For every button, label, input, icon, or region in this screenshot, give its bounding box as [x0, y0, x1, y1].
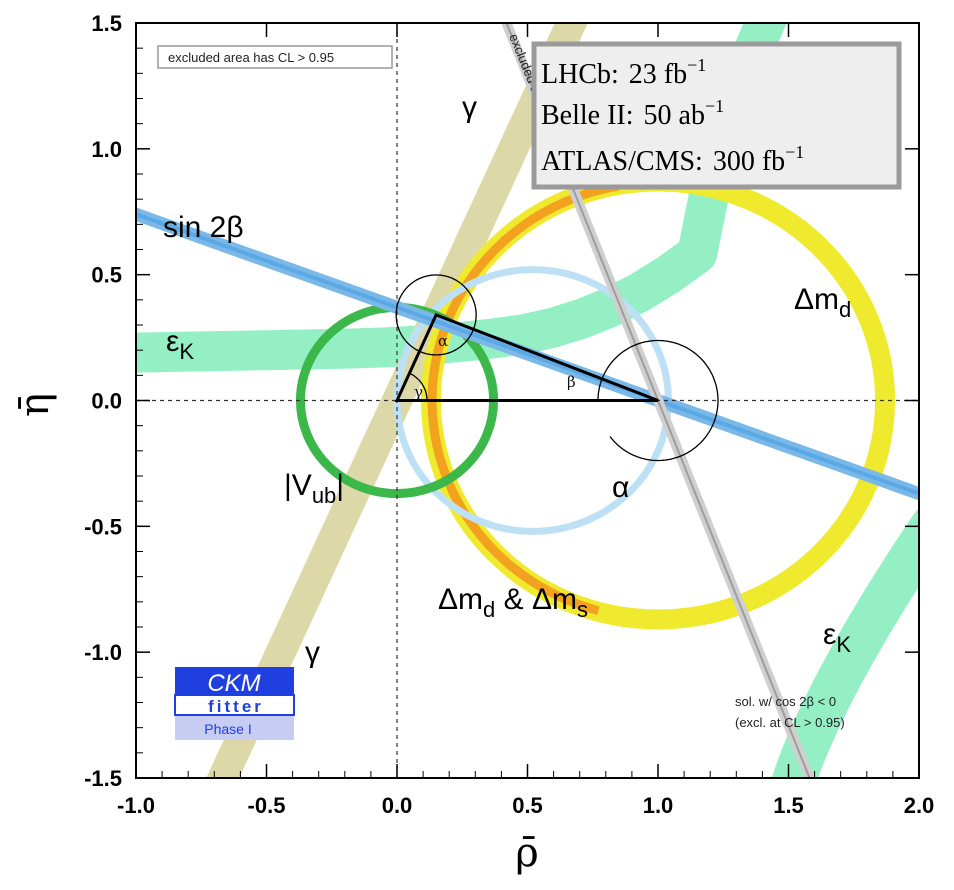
vub-label: |Vub| [284, 469, 344, 508]
exp-belle-exp: −1 [705, 96, 724, 116]
x-tick-label: -1.0 [117, 793, 155, 818]
y-tick-label: 0.5 [91, 263, 122, 288]
exp-lhcb-value: 23 fb [629, 59, 687, 90]
dmd-sym: Δm [794, 283, 839, 316]
y-tick-label: -1.0 [84, 640, 122, 665]
exp-lhcb-exp: −1 [687, 55, 706, 75]
exp-belle-value: 50 ab [644, 100, 705, 131]
dmd-label: Δmd [794, 283, 851, 322]
x-tick-label: 1.5 [773, 793, 804, 818]
logo-ckm: CKM [207, 670, 260, 697]
sin2beta-band-core [136, 212, 919, 496]
x-tick-label: -0.5 [248, 793, 286, 818]
tick-marks [135, 22, 920, 779]
excluded-area-box: excluded area has CL > 0.95 [157, 45, 393, 69]
experiment-box: LHCb: 23 fb−1 Belle II: 50 ab−1 ATLAS/CMS:… [531, 41, 902, 190]
epsk-left-sym: ε [166, 325, 179, 358]
y-tick-label: 0.0 [91, 389, 122, 414]
gamma-label-bottom: γ [305, 636, 320, 669]
triangle-gamma-label: γ [414, 383, 423, 401]
unitarity-triangle [394, 312, 659, 402]
exp-belle-name: Belle II: [541, 100, 634, 131]
epsk-left-sub: K [179, 339, 194, 364]
y-tick-label: 1.0 [91, 137, 122, 162]
dmd-dms-arc [427, 181, 620, 615]
vub-close: | [336, 469, 344, 502]
dmd-dms-sub2: s [577, 597, 588, 622]
triangle-beta-label: β [567, 373, 576, 391]
dmd-sub: d [839, 297, 851, 322]
y-axis-title: η̄ [12, 393, 58, 417]
epsk-label-left: εK [166, 325, 194, 364]
x-tick-label: 2.0 [904, 793, 935, 818]
ckmfitter-logo: CKM fitter Phase I [174, 667, 295, 740]
solution-note-line1: sol. w/ cos 2β < 0 [735, 694, 836, 709]
experiment-atlas-cms: ATLAS/CMS: 300 fb−1 [541, 142, 804, 177]
logo-fitter: fitter [208, 697, 264, 716]
x-tick-label: 0.5 [512, 793, 543, 818]
y-tick-label: -0.5 [84, 514, 122, 539]
excluded-area-note: excluded area has CL > 0.95 [168, 50, 334, 65]
dmd-dms-label: Δmd & Δms [438, 583, 588, 622]
tick-labels: -1.0 -0.5 0.0 0.5 1.0 1.5 2.0 1.5 1.0 0.5 0.0 -0.5 -… [84, 11, 934, 818]
x-axis-title: ρ̄ [515, 830, 539, 876]
dmd-dms-sym: Δm [438, 583, 483, 616]
exp-atlas-exp: −1 [785, 142, 804, 162]
alpha-angle-arc [395, 274, 477, 356]
experiment-lhcb: LHCb: 23 fb−1 [541, 55, 706, 90]
sin2beta-label: sin 2β [163, 211, 244, 244]
y-tick-label: -1.5 [84, 766, 122, 791]
exp-atlas-value: 300 fb [713, 146, 785, 177]
vub-sub: ub [312, 483, 336, 508]
logo-phase: Phase I [204, 721, 251, 737]
vub-sym: |V [284, 469, 312, 502]
experiment-belle: Belle II: 50 ab−1 [541, 96, 724, 131]
epsk-right-sym: ε [823, 618, 836, 651]
solution-note-line2: (excl. at CL > 0.95) [735, 715, 845, 730]
dmd-dms-sub1: d [483, 597, 495, 622]
y-tick-label: 1.5 [91, 11, 122, 36]
dmd-dms-amp: & Δm [495, 583, 577, 616]
gamma-label-top: γ [462, 91, 477, 124]
x-tick-label: 0.0 [382, 793, 413, 818]
beta-angle-arc [597, 339, 719, 462]
x-tick-label: 1.0 [643, 793, 674, 818]
epsk-right-sub: K [836, 632, 851, 657]
alpha-label: α [612, 471, 629, 504]
gamma-angle-arc [409, 372, 428, 401]
triangle-alpha-label: α [438, 332, 448, 350]
exp-atlas-name: ATLAS/CMS: [541, 146, 703, 177]
epsk-label-right: εK [823, 618, 851, 657]
exp-lhcb-name: LHCb: [541, 59, 619, 90]
